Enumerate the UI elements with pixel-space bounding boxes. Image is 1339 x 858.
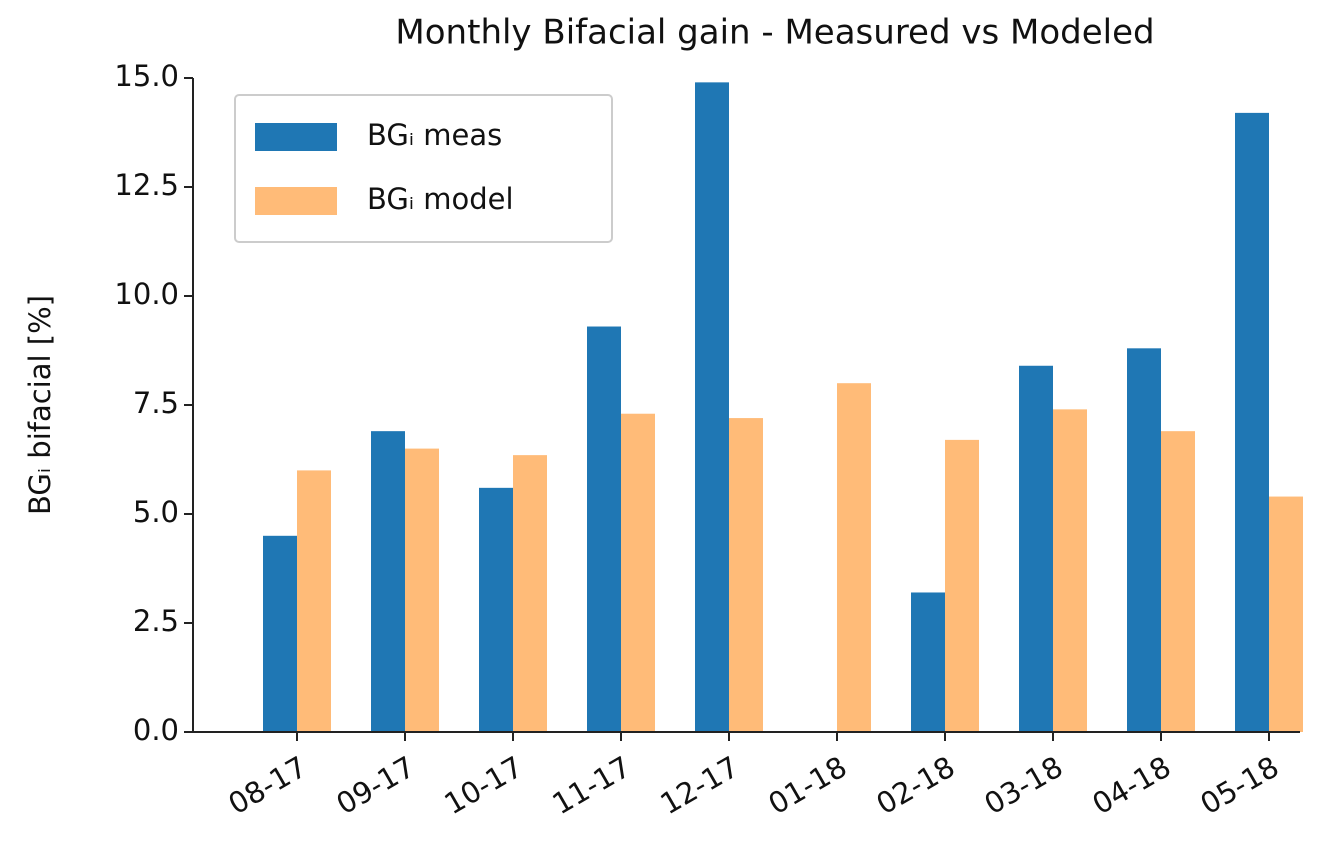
- bar: [1235, 112, 1269, 732]
- bar: [371, 431, 405, 732]
- x-tick-label: 11-17: [547, 750, 637, 822]
- bar: [837, 383, 871, 732]
- bar: [513, 455, 547, 732]
- bar: [1053, 409, 1087, 732]
- legend-swatch: [255, 187, 337, 215]
- legend-label: BGᵢ model: [367, 182, 514, 216]
- legend-swatch: [255, 123, 337, 151]
- bar: [405, 448, 439, 732]
- x-tick-label: 05-18: [1195, 750, 1285, 822]
- chart-title: Monthly Bifacial gain - Measured vs Mode…: [395, 13, 1154, 53]
- bar: [297, 470, 331, 732]
- bar: [1127, 348, 1161, 732]
- bar: [945, 439, 979, 732]
- y-axis-label: BGᵢ bifacial [%]: [23, 295, 57, 515]
- x-tick-label: 01-18: [763, 750, 853, 822]
- x-tick-label: 08-17: [223, 750, 313, 822]
- x-tick-label: 03-18: [979, 750, 1069, 822]
- x-tick-label: 02-18: [871, 750, 961, 822]
- bar: [1019, 365, 1053, 732]
- x-tick-label: 10-17: [439, 750, 529, 822]
- bar: [263, 535, 297, 732]
- x-tick-label: 09-17: [331, 750, 421, 822]
- bar: [1161, 431, 1195, 732]
- y-tick-label: 2.5: [133, 604, 179, 638]
- x-tick-label: 12-17: [655, 750, 745, 822]
- bar: [695, 82, 729, 733]
- bar: [729, 418, 763, 732]
- bar: [911, 592, 945, 732]
- y-tick-label: 12.5: [114, 168, 179, 202]
- bar: [479, 487, 513, 732]
- bar: [621, 413, 655, 732]
- legend-label: BGᵢ meas: [367, 118, 502, 152]
- x-tick-label: 04-18: [1087, 750, 1177, 822]
- y-tick-label: 0.0: [133, 713, 179, 747]
- y-tick-label: 5.0: [133, 495, 179, 529]
- y-tick-label: 10.0: [114, 277, 179, 311]
- bar: [587, 326, 621, 732]
- y-tick-label: 15.0: [114, 59, 179, 93]
- y-tick-label: 7.5: [133, 386, 179, 420]
- bar: [1269, 496, 1303, 732]
